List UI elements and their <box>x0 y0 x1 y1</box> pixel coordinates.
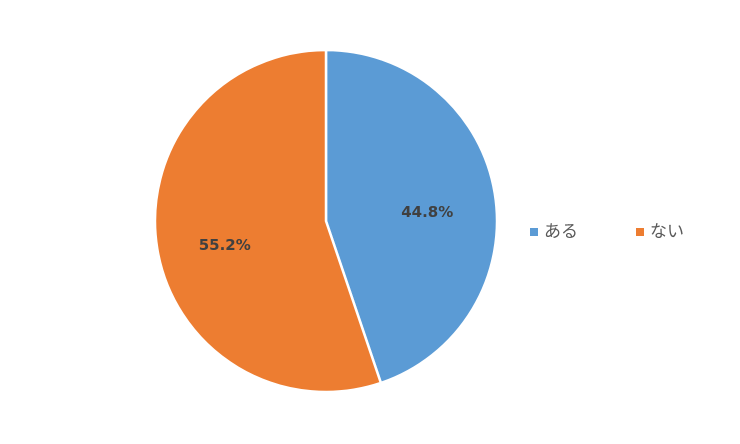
data-label: 55.2% <box>199 236 251 254</box>
legend-label: ある <box>544 222 578 242</box>
data-label: 44.8% <box>401 203 453 221</box>
legend-swatch <box>636 228 644 236</box>
pie-slice <box>324 48 499 385</box>
legend-swatch <box>530 228 538 236</box>
legend-label: ない <box>650 222 684 242</box>
pie-slice <box>153 48 383 394</box>
